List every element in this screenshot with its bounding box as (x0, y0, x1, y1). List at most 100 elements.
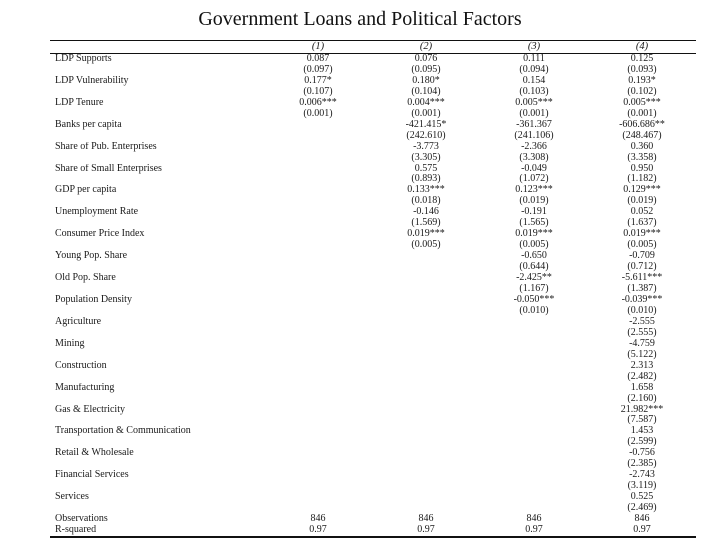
cell-value: 0.177* (304, 75, 332, 86)
cell-value: 0.052 (630, 207, 654, 218)
cell-value: (2.160) (627, 393, 657, 404)
cell-value: -2.366 (521, 141, 547, 152)
table-row: Financial Services -2.743 (50, 470, 696, 481)
table-row: Old Pop. Share -2.425** -5.611*** (50, 273, 696, 284)
cell-value (264, 273, 372, 284)
column-header-1: (1) (311, 41, 325, 52)
cell-value: 0.004*** (407, 97, 445, 108)
cell-value: -0.050*** (513, 294, 555, 305)
row-label (50, 109, 264, 120)
table-row: LDP Tenure 0.006*** 0.004*** 0.005*** 0.005*… (50, 98, 696, 109)
cell-value: -361.367 (516, 119, 552, 130)
table-row: Share of Pub. Enterprises -3.773 -2.366 0.3… (50, 142, 696, 153)
cell-value (264, 394, 372, 405)
cell-value: (1.637) (627, 218, 657, 229)
row-label: Gas & Electricity (55, 404, 125, 415)
cell-value: (0.893) (411, 174, 441, 185)
cell-value (480, 394, 588, 405)
row-label (50, 306, 264, 317)
table-se-row: (0.005) (0.005) (0.005) (50, 240, 696, 251)
table-se-row: (0.107) (0.104) (0.103) (0.102) (50, 87, 696, 98)
cell-value: (1.167) (519, 284, 549, 295)
cell-value (264, 470, 372, 481)
cell-value (480, 481, 588, 492)
cell-value (480, 361, 588, 372)
row-label: Construction (55, 360, 107, 371)
table-stat-row: Observations 846 846 846 846 (50, 514, 696, 525)
cell-value: -421.415* (405, 119, 447, 130)
row-label: LDP Supports (55, 53, 112, 65)
row-label (50, 131, 264, 142)
cell-value: (0.104) (411, 86, 441, 97)
row-label (50, 174, 264, 185)
table-row: GDP per capita 0.133*** 0.123*** 0.129*** (50, 185, 696, 196)
cell-value: (0.005) (627, 240, 657, 251)
row-label: Share of Pub. Enterprises (55, 141, 157, 152)
cell-value: 846 (526, 514, 542, 525)
cell-value: (0.019) (627, 196, 657, 207)
table-row: Unemployment Rate -0.146 -0.191 0.052 (50, 207, 696, 218)
cell-value: 0.005*** (515, 97, 553, 108)
cell-value: 846 (634, 514, 650, 525)
table-se-row: (5.122) (50, 350, 696, 361)
row-label: Observations (55, 514, 108, 525)
column-header-4: (4) (635, 41, 649, 52)
cell-value (372, 284, 480, 295)
cell-value (372, 317, 480, 328)
cell-value (264, 317, 372, 328)
cell-value: (2.599) (627, 437, 657, 448)
cell-value (264, 503, 372, 514)
cell-value: -0.146 (413, 207, 439, 218)
table-row: Mining -4.759 (50, 339, 696, 350)
table-se-row: (242.610) (241.106) (248.467) (50, 131, 696, 142)
cell-value: 21.982*** (620, 404, 664, 415)
table-se-row: (0.644) (0.712) (50, 262, 696, 273)
cell-value (264, 306, 372, 317)
cell-value: (3.119) (627, 481, 657, 492)
cell-value (372, 295, 480, 306)
row-label: Financial Services (55, 470, 129, 481)
cell-value (264, 229, 372, 240)
cell-value: (2.555) (627, 327, 657, 338)
cell-value: -5.611*** (621, 273, 663, 284)
cell-value (264, 328, 372, 339)
cell-value (264, 437, 372, 448)
cell-value (372, 426, 480, 437)
cell-value (480, 405, 588, 416)
cell-value (264, 339, 372, 350)
cell-value: (0.019) (519, 196, 549, 207)
cell-value: (0.093) (627, 64, 657, 75)
row-label: Unemployment Rate (55, 207, 139, 218)
cell-value: 0.154 (522, 75, 546, 86)
cell-value: 0.087 (306, 53, 330, 65)
table-se-row: (1.167) (1.387) (50, 284, 696, 295)
cell-value: (2.482) (627, 371, 657, 382)
table-se-row: (2.385) (50, 459, 696, 470)
row-label: Transportation & Communication (55, 426, 191, 437)
cell-value: 0.019*** (623, 229, 661, 240)
cell-value: 0.97 (417, 524, 435, 535)
cell-value: -0.039*** (621, 294, 663, 305)
cell-value (480, 459, 588, 470)
cell-value (372, 350, 480, 361)
cell-value (264, 459, 372, 470)
cell-value: (5.122) (627, 349, 657, 360)
cell-value (264, 120, 372, 131)
row-label: Services (55, 492, 89, 503)
cell-value (264, 383, 372, 394)
table-row: Consumer Price Index 0.019*** 0.019*** 0.01… (50, 229, 696, 240)
slide-title: Government Loans and Political Factors (198, 8, 522, 30)
row-label: Population Density (55, 294, 132, 305)
cell-value (372, 415, 480, 426)
column-header-3: (3) (527, 41, 541, 52)
table-se-row: (0.097) (0.095) (0.094) (0.093) (50, 65, 696, 76)
cell-value: -0.049 (521, 163, 547, 174)
cell-value (372, 481, 480, 492)
cell-value: 0.525 (630, 492, 654, 503)
table-se-row: (2.160) (50, 394, 696, 405)
cell-value (480, 339, 588, 350)
cell-value: (0.097) (303, 64, 333, 75)
cell-value: -0.191 (521, 207, 547, 218)
cell-value: 0.019*** (515, 229, 553, 240)
cell-value: (0.107) (303, 86, 333, 97)
